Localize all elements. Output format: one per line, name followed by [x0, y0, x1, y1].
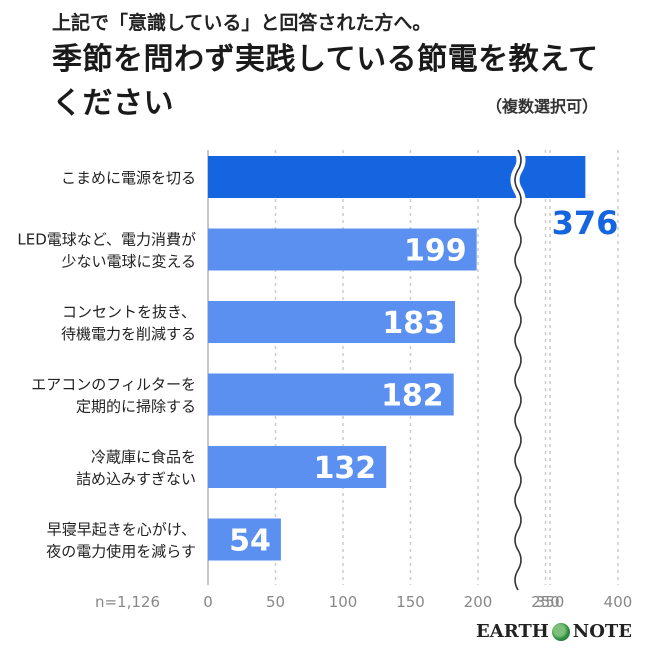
globe-icon — [551, 622, 570, 641]
category-label: エアコンのフィルターを — [31, 376, 196, 394]
category-label: 詰め込みすぎない — [76, 470, 196, 488]
x-tick-label: 250 — [531, 593, 560, 611]
x-tick-label: 100 — [329, 593, 358, 611]
bar — [208, 228, 477, 271]
bar — [208, 373, 454, 416]
category-label: コンセントを抜き、 — [62, 303, 196, 321]
category-label: 夜の電力使用を減らす — [46, 543, 196, 561]
data-label: 54 — [229, 524, 271, 559]
data-label: 182 — [381, 379, 444, 414]
category-label: 早寝早起きを心がけ、 — [47, 521, 196, 539]
x-tick-label: 400 — [604, 593, 633, 611]
category-label: LED電球など、電力消費が — [17, 231, 196, 249]
chart-subtitle: 上記で「意識している」と回答された方へ。 — [52, 12, 432, 34]
category-label: こまめに電源を切る — [61, 169, 196, 187]
data-label: 183 — [382, 306, 445, 341]
x-tick-label: 200 — [464, 593, 493, 611]
sample-size-label: n=1,126 — [95, 593, 160, 611]
category-label: 冷蔵庫に食品を — [91, 448, 196, 466]
category-label: 少ない電球に変える — [61, 253, 196, 271]
x-tick-label: 0 — [203, 593, 213, 611]
data-label: 376 — [552, 204, 619, 242]
multiple-choice-note: （複数選択可） — [485, 97, 598, 116]
data-label: 132 — [314, 451, 377, 486]
x-tick-label: 150 — [396, 593, 425, 611]
category-label: 定期的に掃除する — [76, 398, 196, 416]
logo-text-note: NOTE — [572, 621, 632, 642]
logo-text-earth: EARTH — [476, 621, 549, 642]
x-tick-label: 350 — [536, 593, 565, 611]
category-label: 待機電力を削減する — [61, 325, 196, 343]
axis-break-line — [514, 149, 522, 591]
bar — [208, 518, 281, 561]
earth-note-logo: EARTH NOTE — [476, 621, 632, 642]
data-label: 199 — [404, 234, 467, 269]
bar — [208, 301, 456, 343]
bar — [208, 446, 387, 488]
x-tick-label: 50 — [266, 593, 285, 611]
bar — [208, 156, 586, 198]
chart-title: 季節を問わず実践している節電を教えてください — [52, 42, 599, 121]
